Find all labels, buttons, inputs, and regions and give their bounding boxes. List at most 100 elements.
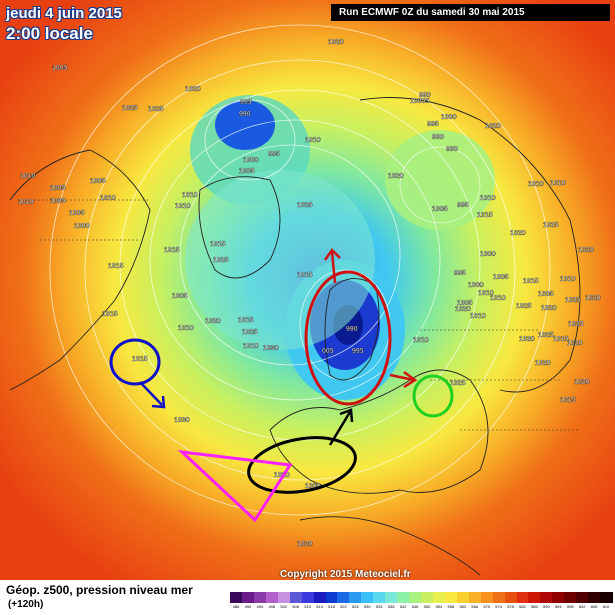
scale-swatch xyxy=(373,592,386,603)
pressure-label: 990 xyxy=(239,111,251,118)
pressure-label: 1000 xyxy=(480,251,496,258)
contour-line xyxy=(84,59,516,481)
pressure-label: 1015 xyxy=(297,272,313,279)
contour-line xyxy=(149,119,441,401)
contour-line xyxy=(204,99,296,181)
annotation-red-arrow-up xyxy=(330,251,337,284)
pressure-label: 1015 xyxy=(238,317,254,324)
scale-label: 538 xyxy=(387,604,395,609)
scale-label: 522 xyxy=(340,604,347,609)
pressure-label: 1010 xyxy=(20,173,36,180)
scale-label: 518 xyxy=(328,604,335,609)
scale-label: 554 xyxy=(435,604,443,609)
scale-label: 570 xyxy=(483,604,490,609)
pressure-label: 995 xyxy=(240,99,252,106)
scale-label: 590 xyxy=(543,604,550,609)
scale-label: 506 xyxy=(292,604,299,609)
scale-label: 594 xyxy=(554,604,562,609)
pressure-label: 1005 xyxy=(432,206,448,213)
scale-swatch xyxy=(540,592,553,603)
pressure-label: 1015 xyxy=(108,263,124,270)
scale-label: 578 xyxy=(507,604,514,609)
forecast-time: 2:00 locale xyxy=(6,24,93,43)
pressure-label: 1010 xyxy=(480,195,496,202)
coastlines xyxy=(9,97,581,576)
pressure-label: 990 xyxy=(446,146,458,153)
contour-line xyxy=(179,144,401,366)
pressure-label: 1030 xyxy=(263,345,279,352)
scale-swatch xyxy=(289,592,303,603)
pressure-label: 995 xyxy=(454,270,466,277)
scale-swatch xyxy=(444,592,458,603)
pressure-label: 1025 xyxy=(538,332,554,339)
scale-label: 498 xyxy=(268,604,276,609)
pressure-label: 1020 xyxy=(185,86,201,93)
pressure-label: 1015 xyxy=(164,247,180,254)
pressure-label: 995 xyxy=(268,151,280,158)
scale-swatch xyxy=(325,592,338,603)
pressure-label: 1025 xyxy=(543,222,559,229)
scale-swatch xyxy=(504,592,517,603)
scale-label: 530 xyxy=(363,604,371,609)
arctic-band xyxy=(185,170,375,350)
annotation-red-arrow-right xyxy=(389,373,415,382)
pressure-label: 1005 xyxy=(69,210,85,217)
run-info: Run ECMWF 0Z du samedi 30 mai 2015 xyxy=(331,4,610,21)
coastline-europe xyxy=(269,369,489,494)
annotation-blue-arrow xyxy=(139,381,163,406)
pressure-label: 1005 xyxy=(90,178,106,185)
scale-label: 502 xyxy=(280,604,288,609)
scale-swatch xyxy=(588,592,601,603)
pressure-label: 1020 xyxy=(567,340,583,347)
scale-swatch xyxy=(313,592,326,603)
pressure-label: 1010 xyxy=(490,295,506,302)
scale-label: 514 xyxy=(316,604,323,609)
scale-swatch xyxy=(600,592,613,603)
scale-swatch xyxy=(564,592,577,603)
pressure-label: 1020 xyxy=(541,305,557,312)
pressure-label: 1015 xyxy=(560,397,576,404)
annotation-green-ellipse xyxy=(412,374,454,418)
scale-swatch xyxy=(253,592,267,603)
annotation-black-ellipse xyxy=(247,436,357,494)
annotation-black-arrowhead xyxy=(339,408,354,423)
scale-label: 494 xyxy=(256,604,264,609)
scale-swatch xyxy=(397,592,410,603)
pressure-label: 1020 xyxy=(205,318,221,325)
pressure-label: 1010 xyxy=(478,290,494,297)
annotation-red-arrowhead-right xyxy=(403,370,418,389)
annotation-blue-arrowhead xyxy=(151,395,166,409)
pressure-label: 1015 xyxy=(523,278,539,285)
pressure-labels: 1020102010201025101010051005100510051010… xyxy=(18,39,601,548)
contour-line xyxy=(399,146,481,224)
scale-label: 542 xyxy=(399,604,407,609)
lowpressure-core-greenland xyxy=(215,100,275,150)
scale-label: 610 xyxy=(602,604,610,609)
user-annotations xyxy=(109,248,454,523)
pressure-label: 1010 xyxy=(243,343,259,350)
forecast-date: jeudi 4 juin 2015 xyxy=(6,5,122,22)
pressure-label: 1010 xyxy=(175,203,191,210)
pressure-label: 1000 xyxy=(74,223,90,230)
pressure-label: 1025 xyxy=(213,257,229,264)
pressure-label: 1020 xyxy=(328,39,344,46)
pressure-label: 1010 xyxy=(560,276,576,283)
annotation-black-arrow xyxy=(328,411,352,446)
pressure-label: 995 xyxy=(427,121,439,128)
pressure-label: 995 xyxy=(457,202,469,209)
pressure-label: 1020 xyxy=(574,379,590,386)
color-scale: 486 490 494 498 502 506 510 514 518 522 526 530 534 5… xyxy=(230,592,613,612)
scale-swatch xyxy=(385,592,398,603)
scale-label: 602 xyxy=(578,604,586,609)
pressure-label: 1025 xyxy=(565,297,581,304)
scale-label: 526 xyxy=(352,604,359,609)
pressure-label: 1000 xyxy=(305,483,321,490)
pressure-label: 1010 xyxy=(305,137,321,144)
scale-swatch xyxy=(468,592,482,603)
pressure-label: 1010 xyxy=(182,192,198,199)
pressure-label: 1025 xyxy=(148,106,164,113)
pressure-label: 1010 xyxy=(18,199,34,206)
scale-swatch xyxy=(552,592,565,603)
coastline-greenland xyxy=(198,176,281,279)
